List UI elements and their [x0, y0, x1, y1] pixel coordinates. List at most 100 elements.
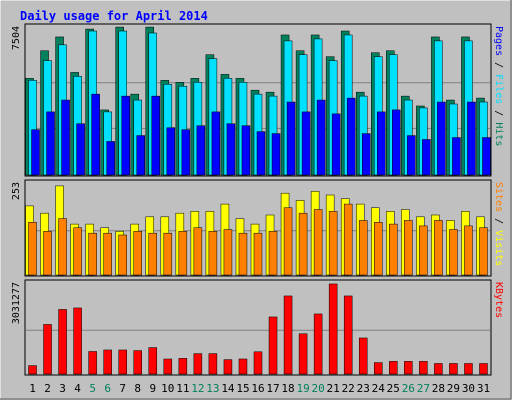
panel-2: 253 Sites / Visits: [11, 179, 504, 277]
panel-1: 7504 Pages / Files / Hits: [11, 23, 504, 177]
x-tick-label: 11: [176, 382, 189, 395]
bar-pages-day-17: [271, 133, 281, 176]
x-tick-label: 10: [161, 382, 174, 395]
bar-pages-day-1: [31, 129, 40, 176]
x-tick-label: 20: [312, 382, 325, 395]
bar-pages-day-8: [136, 135, 145, 176]
bar-sites-day-undefined: [449, 229, 458, 276]
bar-pages-day-31: [482, 137, 491, 176]
y-max-label: 253: [11, 182, 22, 200]
bar-kbytes-day-undefined: [253, 351, 263, 375]
x-tick-label: 18: [281, 382, 294, 395]
bar-kbytes-day-undefined: [389, 361, 398, 375]
bar-kbytes-day-undefined: [163, 358, 173, 375]
bar-sites-day-undefined: [58, 218, 67, 276]
x-tick-label: 15: [236, 382, 249, 395]
bar-pages-day-19: [301, 111, 311, 176]
bar-kbytes-day-undefined: [178, 358, 188, 375]
bar-sites-day-undefined: [148, 232, 158, 276]
x-tick-label: 17: [266, 382, 279, 395]
bar-kbytes-day-undefined: [328, 283, 338, 375]
bar-pages-day-20: [316, 99, 326, 176]
bar-pages-day-18: [286, 101, 296, 176]
x-tick-label: 25: [387, 382, 400, 395]
bar-kbytes-day-undefined: [103, 349, 112, 375]
x-tick-label: 13: [206, 382, 219, 395]
bar-sites-day-undefined: [464, 225, 473, 276]
bar-pages-day-16: [256, 131, 266, 176]
bar-sites-day-undefined: [118, 234, 127, 276]
bar-pages-day-6: [106, 141, 115, 176]
bar-kbytes-day-undefined: [133, 350, 142, 375]
bar-pages-day-14: [226, 123, 236, 176]
bar-sites-day-undefined: [223, 229, 233, 276]
x-tick-label: 29: [447, 382, 460, 395]
x-tick-label: 26: [402, 382, 415, 395]
bar-sites-day-undefined: [163, 232, 173, 276]
x-tick-label: 8: [134, 382, 141, 395]
bar-pages-day-25: [392, 109, 401, 176]
bar-kbytes-day-undefined: [374, 362, 383, 375]
bar-kbytes-day-undefined: [223, 359, 233, 375]
bar-pages-day-3: [61, 99, 70, 176]
bar-kbytes-day-undefined: [208, 353, 218, 375]
x-tick-labels: 1 2 3 4 5 6 7 8 9 10 11 12 13 14 15 16 17 18 19 20 21 22 23 24 2…: [29, 382, 490, 395]
bar-sites-day-undefined: [404, 220, 413, 276]
bar-pages-day-15: [241, 125, 251, 176]
bar-pages-day-30: [467, 101, 476, 176]
x-tick-label: 21: [327, 382, 340, 395]
bar-sites-day-undefined: [238, 232, 248, 276]
bar-pages-day-10: [166, 127, 176, 176]
bar-sites-day-undefined: [253, 232, 263, 276]
bar-kbytes-day-undefined: [268, 316, 278, 375]
y-max-label: 3031277: [11, 282, 22, 324]
bar-pages-day-21: [331, 113, 341, 176]
bar-kbytes-day-undefined: [419, 361, 428, 375]
bar-kbytes-day-undefined: [283, 295, 293, 375]
bar-sites-day-undefined: [313, 209, 323, 276]
x-tick-label: 9: [149, 382, 156, 395]
bar-pages-day-22: [346, 97, 356, 176]
bar-pages-day-9: [151, 95, 161, 176]
bar-sites-day-undefined: [193, 227, 203, 276]
bar-pages-day-26: [407, 135, 416, 176]
bar-kbytes-day-undefined: [479, 363, 488, 375]
x-tick-label: 6: [104, 382, 111, 395]
bar-kbytes-day-undefined: [358, 337, 368, 375]
bar-sites-day-undefined: [28, 222, 37, 276]
x-tick-label: 1: [29, 382, 36, 395]
x-tick-label: 19: [296, 382, 309, 395]
bar-kbytes-day-undefined: [298, 333, 308, 375]
bar-sites-day-undefined: [479, 227, 488, 276]
bar-pages-day-29: [452, 137, 461, 176]
x-tick-label: 4: [74, 382, 81, 395]
bar-pages-day-5: [91, 93, 100, 176]
bar-kbytes-day-undefined: [193, 353, 203, 375]
bar-pages-day-11: [181, 129, 191, 176]
bar-pages-day-27: [422, 139, 431, 176]
bar-kbytes-day-undefined: [464, 363, 473, 375]
x-tick-label: 14: [221, 382, 235, 395]
bar-kbytes-day-undefined: [118, 349, 127, 375]
bar-sites-day-undefined: [283, 207, 293, 276]
bar-pages-day-28: [437, 101, 446, 176]
bar-kbytes-day-undefined: [313, 313, 323, 375]
x-tick-label: 7: [119, 382, 126, 395]
bar-sites-day-undefined: [374, 222, 383, 276]
x-tick-label: 30: [462, 382, 475, 395]
bar-kbytes-day-undefined: [343, 295, 353, 375]
bar-pages-day-2: [46, 111, 55, 176]
bar-kbytes-day-undefined: [434, 363, 443, 375]
x-tick-label: 3: [59, 382, 66, 395]
bar-kbytes-day-undefined: [148, 347, 158, 375]
bar-sites-day-undefined: [178, 231, 188, 276]
x-tick-label: 5: [89, 382, 96, 395]
x-tick-label: 22: [342, 382, 355, 395]
bar-kbytes-day-undefined: [43, 324, 52, 375]
x-tick-label: 16: [251, 382, 264, 395]
bar-pages-day-4: [76, 123, 85, 176]
bar-sites-day-undefined: [358, 220, 368, 276]
bar-sites-day-undefined: [133, 231, 142, 276]
x-tick-label: 27: [417, 382, 430, 395]
